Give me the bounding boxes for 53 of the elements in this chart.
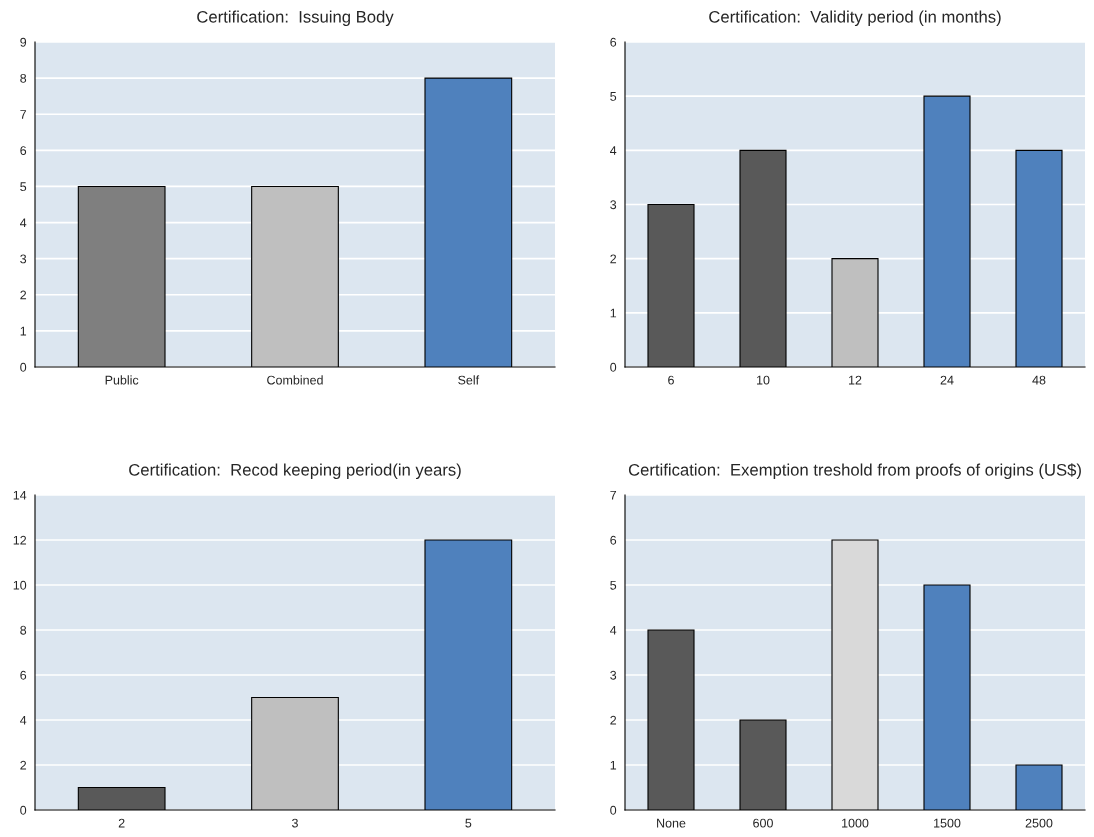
chart-title: Certification: Validity period (in months) [709,10,1001,27]
y-tick-label: 3 [610,200,617,210]
y-tick-label: 7 [610,490,617,500]
x-tick-label: 1000 [842,818,869,828]
x-tick-label: 5 [465,818,472,828]
x-tick-label: Self [458,375,480,385]
y-tick-label: 6 [20,146,27,155]
y-tick-label: 2 [20,760,27,770]
x-tick-label: 12 [849,375,862,385]
y-tick-label: 8 [20,73,27,83]
y-tick-label: 8 [20,625,27,635]
y-tick-label: 7 [20,110,27,119]
y-tick-label: 0 [20,805,27,815]
y-tick-label: 5 [610,92,617,101]
y-tick-label: 6 [20,670,27,680]
y-tick-label: 0 [20,362,27,372]
x-tick-label: 2500 [1025,818,1053,828]
x-tick-label: 1500 [934,818,961,828]
y-tick-label: 6 [610,37,617,47]
x-tick-label: 600 [753,818,773,828]
chart-title: Certification: Exemption treshold from proofs of origins (US$) [628,463,1081,480]
x-tick-label: 24 [940,375,954,385]
y-tick-label: 2 [610,715,617,725]
y-tick-label: 2 [20,290,27,300]
x-tick-label: 2 [118,818,125,828]
y-tick-label: 3 [610,670,617,680]
x-tick-label: 48 [1032,375,1046,385]
y-tick-label: 1 [610,308,617,318]
y-tick-label: 12 [13,535,27,545]
y-tick-label: 0 [610,805,617,815]
y-tick-label: 2 [610,254,617,264]
y-tick-label: 6 [610,535,617,545]
chart-title: Certification: Recod keeping period(in years) [129,463,461,480]
x-tick-label: 10 [757,375,770,385]
y-tick-label: 0 [610,362,617,372]
y-tick-label: 5 [20,182,27,192]
x-tick-label: 3 [292,818,298,828]
y-tick-label: 1 [610,760,617,770]
y-tick-label: 4 [20,715,27,725]
x-tick-label: Public [105,375,139,385]
y-tick-label: 3 [20,254,27,264]
y-tick-label: 9 [20,37,27,47]
y-tick-label: 4 [610,146,617,155]
y-tick-label: 4 [610,625,617,635]
x-tick-label: None [657,818,686,828]
y-tick-label: 14 [13,490,27,500]
y-tick-label: 4 [20,218,27,228]
x-tick-label: Combined [267,375,323,385]
y-tick-label: 5 [610,580,617,590]
y-tick-label: 1 [20,326,27,336]
y-tick-label: 10 [13,580,27,590]
x-tick-label: 6 [668,375,674,385]
chart-title: Certification: Issuing Body [197,10,394,27]
